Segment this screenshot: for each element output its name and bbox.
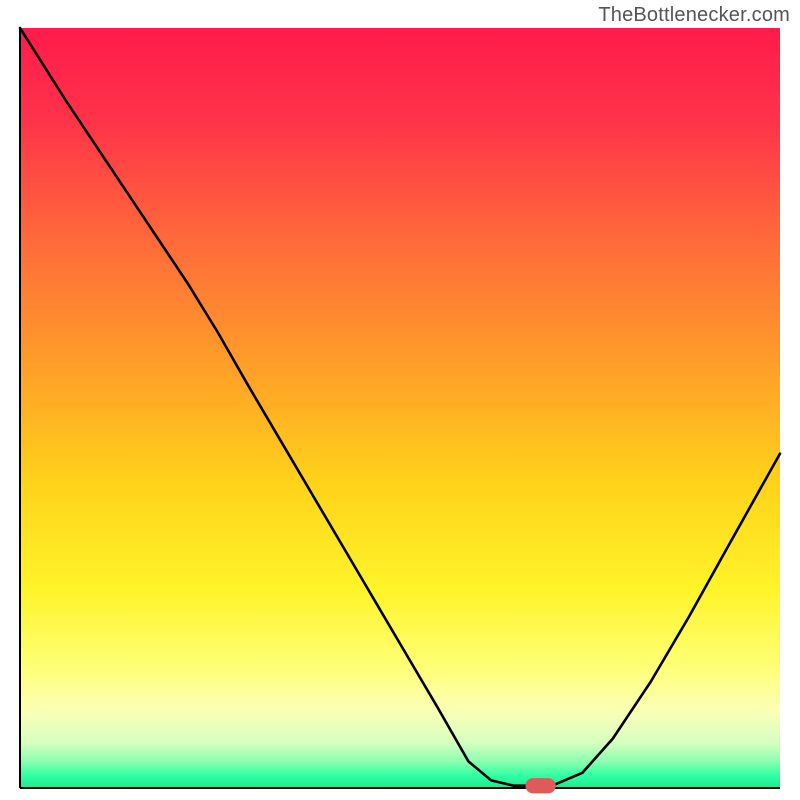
plot-background [20, 28, 780, 788]
bottleneck-curve-chart [0, 0, 800, 800]
optimum-marker [525, 778, 555, 793]
chart-stage: TheBottlenecker.com [0, 0, 800, 800]
